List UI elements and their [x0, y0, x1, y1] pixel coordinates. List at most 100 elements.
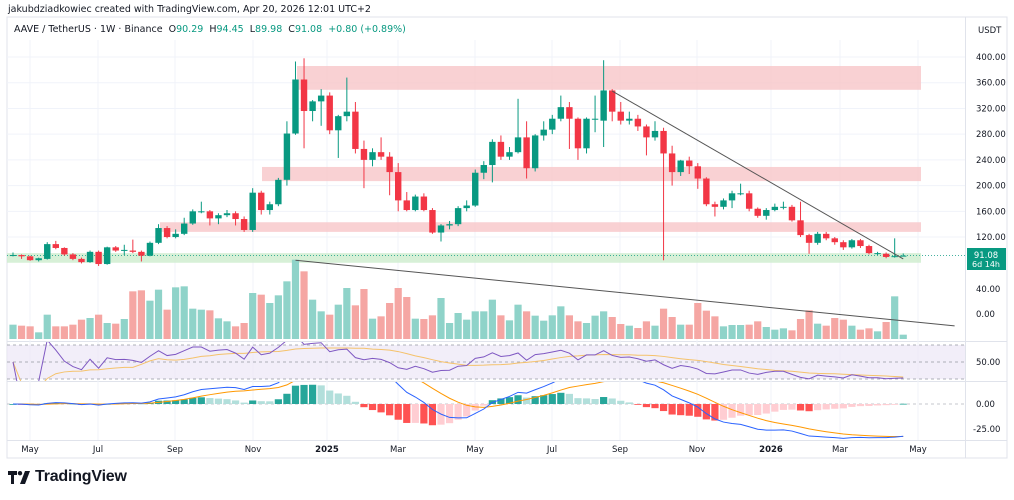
- candle-body: [882, 253, 890, 257]
- volume-bar: [634, 328, 642, 339]
- volume-bar: [266, 303, 274, 339]
- volume-bar: [386, 303, 394, 339]
- volume-bar: [103, 323, 111, 339]
- volume-bar: [394, 288, 402, 339]
- volume-bar: [600, 311, 608, 339]
- macd-line: [12, 382, 904, 439]
- volume-bar: [77, 319, 86, 339]
- price-tick: 240.00: [976, 156, 1006, 166]
- macd-histogram-bar: [274, 399, 282, 404]
- volume-bar: [240, 323, 248, 339]
- volume-bar: [574, 321, 582, 339]
- volume-bar: [428, 315, 437, 339]
- volume-bar: [582, 323, 591, 339]
- candle-body: [292, 79, 299, 134]
- macd-histogram-bar: [206, 398, 214, 404]
- volume-bar: [514, 304, 522, 339]
- volume-bar: [197, 309, 205, 339]
- candle-body: [848, 240, 856, 248]
- volume-bar: [668, 317, 676, 339]
- volume-bar: [805, 310, 813, 339]
- price-tick: 280.00: [976, 130, 1006, 140]
- osc-tick: 0.00: [976, 310, 995, 320]
- candle-body: [343, 111, 351, 117]
- macd-histogram-bar: [189, 397, 197, 404]
- volume-bar: [189, 308, 197, 339]
- macd-histogram-bar: [728, 404, 736, 418]
- candle-body: [35, 258, 42, 261]
- candle-body: [86, 251, 94, 263]
- candle-body: [189, 211, 196, 224]
- macd-histogram-bar: [523, 397, 531, 404]
- volume-bar: [814, 323, 822, 339]
- chart-credit: jakubdziadkowiec created with TradingVie…: [8, 4, 371, 15]
- macd-histogram-bar: [771, 404, 779, 412]
- candle-body: [155, 228, 162, 243]
- candle-body: [840, 242, 847, 248]
- macd-histogram-bar: [240, 402, 248, 404]
- macd-histogram-bar: [351, 401, 359, 404]
- volume-bar: [454, 313, 462, 339]
- macd-histogram-bar: [617, 400, 625, 404]
- candle-body: [429, 210, 436, 233]
- macd-histogram-bar: [814, 404, 822, 411]
- last-price-badge: [967, 248, 1006, 270]
- candle-body: [446, 224, 453, 226]
- candle-body: [52, 244, 59, 248]
- macd-histogram-bar: [163, 400, 171, 404]
- volume-bar: [249, 293, 257, 339]
- volume-bar: [420, 319, 428, 339]
- volume-bar: [163, 309, 171, 339]
- candle-body: [403, 200, 410, 211]
- candle-body: [437, 225, 445, 233]
- volume-bar: [865, 328, 873, 339]
- candle-body: [591, 118, 599, 120]
- macd-histogram-bar: [856, 404, 865, 407]
- macd-histogram-bar: [360, 404, 368, 408]
- macd-tick: -25.00: [973, 425, 1000, 435]
- symbol-name[interactable]: AAVE / TetherUS · 1W · Binance: [14, 24, 163, 35]
- candle-body: [78, 258, 85, 263]
- macd-histogram-bar: [899, 403, 907, 405]
- volume-bar: [291, 259, 300, 339]
- volume-bar: [26, 326, 34, 339]
- rsi-ma-line: [12, 347, 904, 381]
- candle-body: [472, 172, 479, 206]
- volume-bar: [231, 326, 240, 339]
- macd-histogram-bar: [428, 404, 437, 426]
- volume-bar: [754, 321, 762, 339]
- macd-histogram-bar: [386, 404, 394, 416]
- volume-bar: [377, 316, 385, 339]
- macd-tick: 0.00: [976, 400, 995, 410]
- macd-histogram-bar: [514, 395, 522, 404]
- volume-bar: [677, 324, 685, 339]
- candle-body: [129, 250, 137, 252]
- candle-body: [232, 213, 239, 220]
- candle-body: [198, 211, 205, 213]
- candle-body: [26, 256, 34, 261]
- macd-histogram-bar: [291, 385, 300, 404]
- macd-histogram-bar: [326, 390, 334, 404]
- volume-bar: [437, 298, 445, 339]
- zone-green: [7, 253, 921, 263]
- price-tick: 120.00: [976, 233, 1006, 243]
- candle-body: [240, 219, 248, 230]
- candle-body: [540, 129, 547, 136]
- time-tick: May: [466, 445, 484, 455]
- price-tick: 320.00: [976, 104, 1006, 114]
- macd-histogram-bar: [403, 404, 411, 423]
- macd-histogram-bar: [642, 404, 651, 408]
- volume-bar: [796, 319, 805, 339]
- candle-body: [643, 126, 650, 138]
- tradingview-logo[interactable]: TradingView: [8, 468, 127, 486]
- price-tick: 400.00: [976, 53, 1006, 63]
- volume-bar: [463, 319, 471, 339]
- rsi-tick: 50.00: [976, 358, 1000, 368]
- volume-bar: [899, 334, 907, 339]
- volume-bar: [351, 305, 359, 339]
- macd-histogram-bar: [865, 404, 873, 406]
- price-tick: 160.00: [976, 207, 1006, 217]
- volume-bar: [17, 325, 26, 339]
- osc-tick: 40.00: [976, 285, 1000, 295]
